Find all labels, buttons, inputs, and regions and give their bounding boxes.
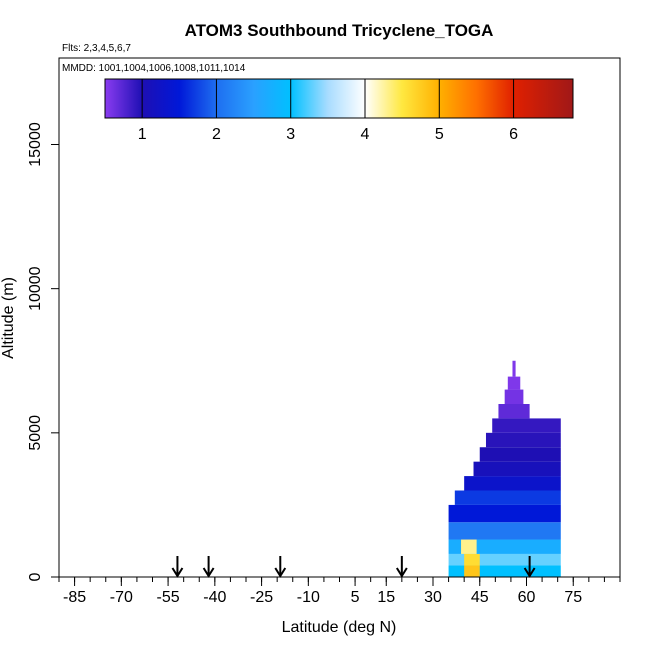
colorbar-tick-label: 2 xyxy=(212,126,221,143)
x-tick-label: -55 xyxy=(157,589,180,606)
x-tick-label: -70 xyxy=(110,589,133,606)
heatmap-cell xyxy=(479,447,561,462)
x-tick-label: 30 xyxy=(424,589,442,606)
colorbar: 1 2 3 4 5 6 xyxy=(104,78,574,143)
heatmap-cell xyxy=(464,476,561,491)
dates-label: MMDD: 1001,1004,1006,1008,1011,1014 xyxy=(62,63,246,74)
flights-label: Flts: 2,3,4,5,6,7 xyxy=(62,43,131,54)
heatmap-cell xyxy=(461,539,477,554)
x-tick-label: 15 xyxy=(377,589,395,606)
heatmap-cell xyxy=(507,376,521,390)
colorbar-tick-label: 1 xyxy=(138,126,147,143)
colorbar-gradient xyxy=(104,78,574,119)
heatmap-cell xyxy=(473,461,561,477)
heatmap-cell xyxy=(492,418,561,433)
flight-arrow xyxy=(202,556,215,578)
colorbar-tick-label: 3 xyxy=(286,126,295,143)
x-tick-label: -25 xyxy=(250,589,273,606)
y-tick-label: 0 xyxy=(27,572,44,581)
x-axis-label: Latitude (deg N) xyxy=(282,619,397,636)
heatmap-cell xyxy=(464,553,480,566)
x-tick-label: 45 xyxy=(471,589,489,606)
chart-title: ATOM3 Southbound Tricyclene_TOGA xyxy=(185,21,494,40)
colorbar-tick-label: 4 xyxy=(361,126,370,143)
flight-arrow xyxy=(523,556,536,578)
heatmap-cell xyxy=(504,389,524,404)
heatmap-cell xyxy=(448,504,561,523)
y-axis-label: Altitude (m) xyxy=(0,277,17,359)
y-axis: 0 5000 10000 15000 xyxy=(27,122,59,581)
colorbar-tick-label: 5 xyxy=(435,126,444,143)
y-tick-label: 10000 xyxy=(27,266,44,311)
heatmap-cells xyxy=(448,360,561,577)
heatmap-cell xyxy=(448,522,561,540)
x-tick-label: 5 xyxy=(351,589,360,606)
flight-arrow xyxy=(171,556,184,578)
flight-arrows xyxy=(171,556,536,578)
flight-arrow xyxy=(274,556,287,578)
x-tick-label: -40 xyxy=(203,589,226,606)
heatmap-cell xyxy=(512,360,516,377)
x-tick-label: 60 xyxy=(518,589,536,606)
x-axis: -85 -70 -55 -40 -25 -10 5 15 30 45 60 75 xyxy=(58,577,621,606)
y-tick-label: 5000 xyxy=(27,415,44,451)
heatmap-cell xyxy=(498,404,530,419)
heatmap-cell xyxy=(448,553,561,566)
heatmap-cell xyxy=(464,565,480,577)
y-tick-label: 15000 xyxy=(27,122,44,167)
heatmap-cell xyxy=(448,565,561,577)
x-tick-label: -85 xyxy=(63,589,86,606)
flight-arrow xyxy=(395,556,408,578)
heatmap-cell xyxy=(454,490,561,505)
heatmap-cell xyxy=(485,432,561,448)
colorbar-tick-label: 6 xyxy=(509,126,518,143)
x-tick-label: 75 xyxy=(564,589,582,606)
x-tick-label: -10 xyxy=(297,589,320,606)
